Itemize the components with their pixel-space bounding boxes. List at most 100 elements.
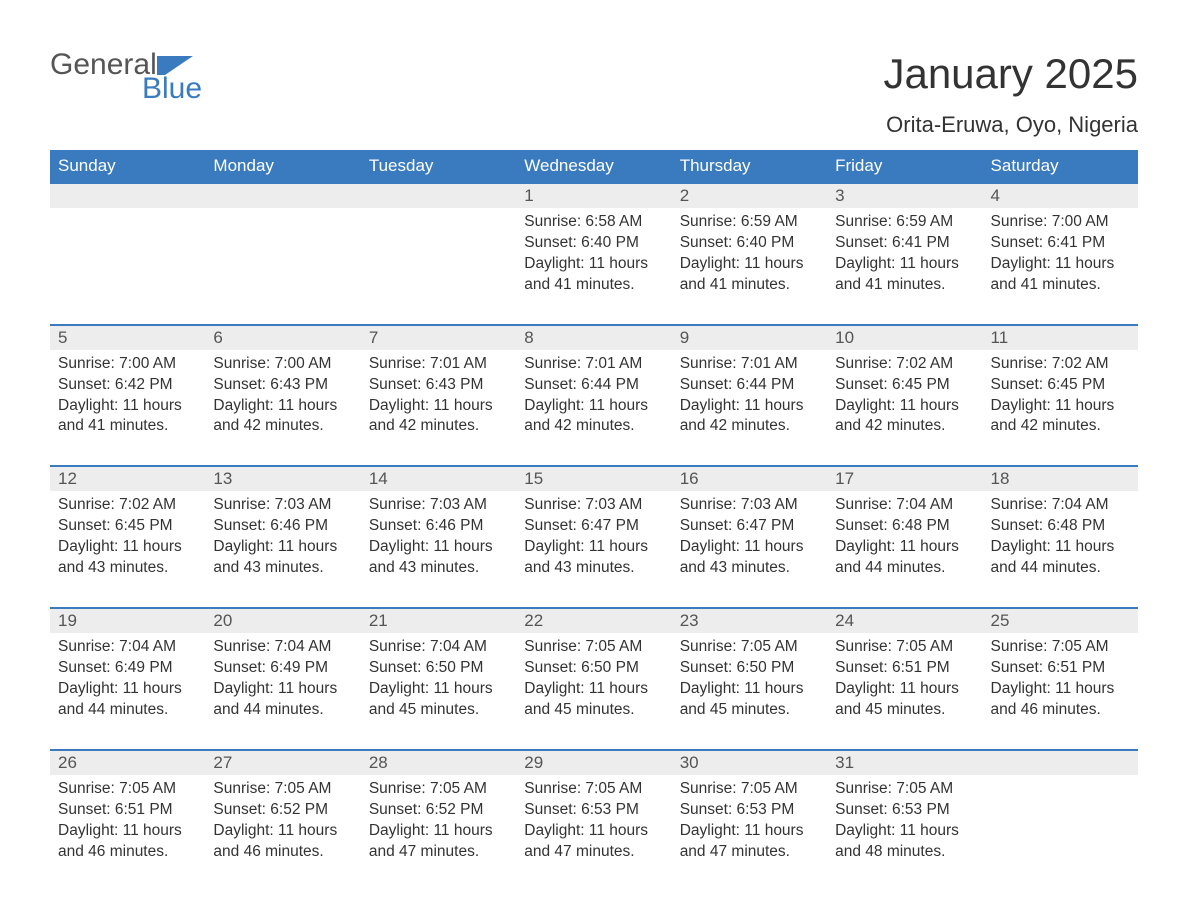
- day-number: 15: [516, 467, 671, 491]
- calendar-day: 7Sunrise: 7:01 AMSunset: 6:43 PMDaylight…: [361, 325, 516, 467]
- daylight-text: and 41 minutes.: [58, 416, 197, 437]
- sunrise-text: Sunrise: 7:00 AM: [58, 354, 197, 375]
- daylight-text: Daylight: 11 hours: [524, 396, 663, 417]
- daylight-text: and 47 minutes.: [369, 842, 508, 863]
- daylight-text: and 42 minutes.: [680, 416, 819, 437]
- sunrise-text: Sunrise: 7:04 AM: [58, 637, 197, 658]
- daylight-text: and 41 minutes.: [991, 275, 1130, 296]
- daylight-text: Daylight: 11 hours: [680, 396, 819, 417]
- daylight-text: and 41 minutes.: [680, 275, 819, 296]
- calendar-day: 3Sunrise: 6:59 AMSunset: 6:41 PMDaylight…: [827, 183, 982, 325]
- sunset-text: Sunset: 6:53 PM: [835, 800, 974, 821]
- daylight-text: Daylight: 11 hours: [680, 679, 819, 700]
- sunset-text: Sunset: 6:52 PM: [369, 800, 508, 821]
- daylight-text: Daylight: 11 hours: [835, 396, 974, 417]
- day-number: 8: [516, 326, 671, 350]
- sunrise-text: Sunrise: 7:03 AM: [213, 495, 352, 516]
- sunset-text: Sunset: 6:51 PM: [835, 658, 974, 679]
- logo: General Blue: [50, 50, 202, 104]
- day-details: Sunrise: 7:05 AMSunset: 6:53 PMDaylight:…: [516, 775, 671, 891]
- day-number: 12: [50, 467, 205, 491]
- calendar-day: 14Sunrise: 7:03 AMSunset: 6:46 PMDayligh…: [361, 466, 516, 608]
- sunrise-text: Sunrise: 7:02 AM: [991, 354, 1130, 375]
- sunrise-text: Sunrise: 6:58 AM: [524, 212, 663, 233]
- sunrise-text: Sunrise: 7:02 AM: [835, 354, 974, 375]
- daylight-text: and 42 minutes.: [369, 416, 508, 437]
- daylight-text: and 46 minutes.: [991, 700, 1130, 721]
- sunset-text: Sunset: 6:45 PM: [835, 375, 974, 396]
- day-details: Sunrise: 7:00 AMSunset: 6:41 PMDaylight:…: [983, 208, 1138, 324]
- calendar-empty-day: [983, 750, 1138, 891]
- weekday-header: Thursday: [672, 150, 827, 183]
- daylight-text: and 42 minutes.: [524, 416, 663, 437]
- day-details: Sunrise: 7:04 AMSunset: 6:48 PMDaylight:…: [983, 491, 1138, 607]
- calendar-day: 23Sunrise: 7:05 AMSunset: 6:50 PMDayligh…: [672, 608, 827, 750]
- day-number: 20: [205, 609, 360, 633]
- daylight-text: and 43 minutes.: [213, 558, 352, 579]
- page-title: January 2025: [883, 50, 1138, 98]
- calendar-day: 12Sunrise: 7:02 AMSunset: 6:45 PMDayligh…: [50, 466, 205, 608]
- calendar-day: 8Sunrise: 7:01 AMSunset: 6:44 PMDaylight…: [516, 325, 671, 467]
- day-details: Sunrise: 7:04 AMSunset: 6:49 PMDaylight:…: [50, 633, 205, 749]
- sunrise-text: Sunrise: 7:05 AM: [58, 779, 197, 800]
- daylight-text: and 43 minutes.: [680, 558, 819, 579]
- sunrise-text: Sunrise: 7:00 AM: [213, 354, 352, 375]
- daylight-text: Daylight: 11 hours: [680, 254, 819, 275]
- sunrise-text: Sunrise: 7:05 AM: [680, 637, 819, 658]
- calendar-day: 6Sunrise: 7:00 AMSunset: 6:43 PMDaylight…: [205, 325, 360, 467]
- day-details: Sunrise: 7:01 AMSunset: 6:44 PMDaylight:…: [672, 350, 827, 466]
- daylight-text: and 44 minutes.: [58, 700, 197, 721]
- day-number: 30: [672, 751, 827, 775]
- day-number: 26: [50, 751, 205, 775]
- daylight-text: and 47 minutes.: [680, 842, 819, 863]
- day-number: 23: [672, 609, 827, 633]
- day-details: Sunrise: 7:01 AMSunset: 6:43 PMDaylight:…: [361, 350, 516, 466]
- daylight-text: Daylight: 11 hours: [524, 679, 663, 700]
- sunset-text: Sunset: 6:46 PM: [369, 516, 508, 537]
- day-number: 3: [827, 184, 982, 208]
- day-number: 13: [205, 467, 360, 491]
- sunrise-text: Sunrise: 7:03 AM: [680, 495, 819, 516]
- daylight-text: and 48 minutes.: [835, 842, 974, 863]
- sunset-text: Sunset: 6:42 PM: [58, 375, 197, 396]
- daylight-text: Daylight: 11 hours: [991, 679, 1130, 700]
- calendar-day: 29Sunrise: 7:05 AMSunset: 6:53 PMDayligh…: [516, 750, 671, 891]
- sunset-text: Sunset: 6:43 PM: [213, 375, 352, 396]
- day-details: Sunrise: 7:02 AMSunset: 6:45 PMDaylight:…: [983, 350, 1138, 466]
- day-number: 5: [50, 326, 205, 350]
- daylight-text: Daylight: 11 hours: [991, 396, 1130, 417]
- day-details: Sunrise: 7:02 AMSunset: 6:45 PMDaylight:…: [50, 491, 205, 607]
- daylight-text: and 45 minutes.: [680, 700, 819, 721]
- sunset-text: Sunset: 6:49 PM: [213, 658, 352, 679]
- day-details: Sunrise: 7:05 AMSunset: 6:53 PMDaylight:…: [827, 775, 982, 891]
- day-number: 25: [983, 609, 1138, 633]
- sunrise-text: Sunrise: 7:01 AM: [369, 354, 508, 375]
- daylight-text: Daylight: 11 hours: [835, 821, 974, 842]
- calendar-day: 22Sunrise: 7:05 AMSunset: 6:50 PMDayligh…: [516, 608, 671, 750]
- sunset-text: Sunset: 6:41 PM: [991, 233, 1130, 254]
- daylight-text: Daylight: 11 hours: [58, 821, 197, 842]
- daylight-text: and 43 minutes.: [58, 558, 197, 579]
- calendar-week: 12Sunrise: 7:02 AMSunset: 6:45 PMDayligh…: [50, 466, 1138, 608]
- day-number: 6: [205, 326, 360, 350]
- daylight-text: and 41 minutes.: [524, 275, 663, 296]
- day-details: Sunrise: 7:01 AMSunset: 6:44 PMDaylight:…: [516, 350, 671, 466]
- day-details: Sunrise: 7:05 AMSunset: 6:50 PMDaylight:…: [516, 633, 671, 749]
- daylight-text: and 46 minutes.: [58, 842, 197, 863]
- daylight-text: Daylight: 11 hours: [680, 537, 819, 558]
- day-number: 11: [983, 326, 1138, 350]
- daylight-text: Daylight: 11 hours: [369, 679, 508, 700]
- weekday-header: Friday: [827, 150, 982, 183]
- calendar-day: 31Sunrise: 7:05 AMSunset: 6:53 PMDayligh…: [827, 750, 982, 891]
- sunset-text: Sunset: 6:45 PM: [991, 375, 1130, 396]
- day-details: Sunrise: 7:04 AMSunset: 6:48 PMDaylight:…: [827, 491, 982, 607]
- day-number: 7: [361, 326, 516, 350]
- calendar-empty-day: [50, 183, 205, 325]
- calendar-day: 18Sunrise: 7:04 AMSunset: 6:48 PMDayligh…: [983, 466, 1138, 608]
- day-details: Sunrise: 7:05 AMSunset: 6:50 PMDaylight:…: [672, 633, 827, 749]
- daylight-text: Daylight: 11 hours: [369, 537, 508, 558]
- sunset-text: Sunset: 6:41 PM: [835, 233, 974, 254]
- sunset-text: Sunset: 6:47 PM: [680, 516, 819, 537]
- daylight-text: Daylight: 11 hours: [58, 679, 197, 700]
- sunrise-text: Sunrise: 7:03 AM: [369, 495, 508, 516]
